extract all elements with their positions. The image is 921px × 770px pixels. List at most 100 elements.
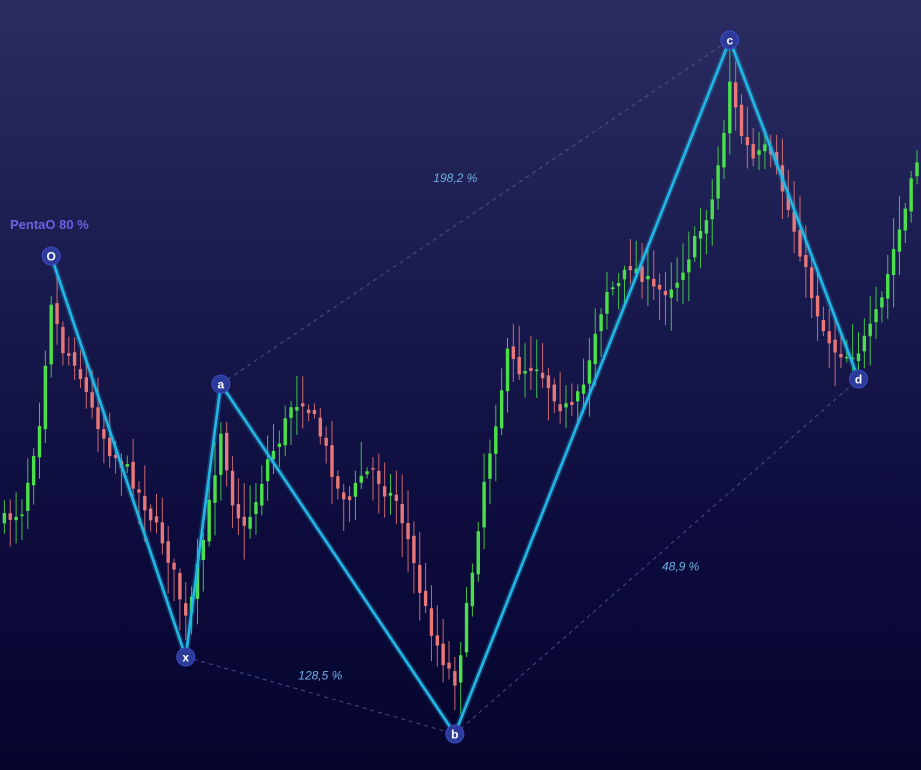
candle bbox=[67, 336, 71, 366]
candle-body bbox=[148, 508, 153, 521]
candle-body bbox=[388, 492, 393, 496]
pattern-line-glow bbox=[48, 37, 862, 737]
candle-body bbox=[499, 390, 504, 429]
candle-body bbox=[862, 335, 867, 352]
candle bbox=[728, 49, 732, 155]
candle bbox=[558, 371, 562, 424]
candle-body bbox=[143, 495, 147, 511]
candle bbox=[652, 250, 656, 301]
candle bbox=[622, 265, 627, 309]
pattern-point-x[interactable]: x bbox=[176, 647, 196, 667]
candle bbox=[184, 582, 188, 641]
candle bbox=[821, 306, 826, 336]
candle bbox=[529, 336, 533, 390]
pattern-points[interactable]: Ox a b c d bbox=[41, 30, 868, 744]
candle-body bbox=[891, 249, 896, 276]
candle-body bbox=[382, 486, 387, 497]
candle-body bbox=[698, 231, 703, 239]
pattern-point-o[interactable]: O bbox=[41, 246, 61, 266]
candle bbox=[230, 456, 235, 529]
candle-body bbox=[605, 292, 609, 314]
candle bbox=[131, 438, 135, 497]
candle-body bbox=[739, 104, 744, 136]
candle-body bbox=[195, 563, 200, 599]
guide-lines bbox=[185, 39, 859, 735]
candle bbox=[377, 453, 381, 514]
candle bbox=[160, 497, 165, 555]
candle bbox=[839, 332, 843, 368]
candle-body bbox=[763, 144, 767, 152]
candle bbox=[406, 490, 410, 573]
candle-body bbox=[897, 229, 902, 252]
candle-body bbox=[236, 504, 241, 519]
candle bbox=[909, 171, 913, 223]
candle-body bbox=[201, 539, 205, 560]
candle-body bbox=[804, 255, 808, 267]
point-marker[interactable] bbox=[211, 374, 231, 394]
candle-body bbox=[166, 541, 170, 563]
candle bbox=[254, 483, 258, 535]
point-marker[interactable] bbox=[176, 647, 196, 667]
candle-body bbox=[845, 356, 849, 359]
candle bbox=[722, 119, 726, 180]
candle bbox=[587, 337, 592, 417]
candle-body bbox=[599, 314, 603, 332]
candle-body bbox=[874, 309, 878, 323]
candle-body bbox=[535, 369, 539, 372]
candle-body bbox=[342, 492, 346, 500]
candle bbox=[213, 441, 217, 536]
point-marker[interactable] bbox=[445, 724, 465, 744]
candle bbox=[418, 532, 422, 621]
candle-body bbox=[61, 327, 65, 354]
candle bbox=[704, 209, 709, 255]
candle-body bbox=[26, 482, 30, 511]
candle-body bbox=[646, 275, 650, 280]
candle-body bbox=[628, 266, 633, 271]
ratio-label: 48,9 % bbox=[662, 560, 700, 574]
candle-body bbox=[909, 178, 913, 212]
candle bbox=[833, 314, 837, 386]
candle bbox=[546, 367, 551, 421]
pattern-point-d[interactable]: d bbox=[849, 369, 868, 389]
pattern-point-b[interactable]: b bbox=[445, 724, 465, 744]
candle bbox=[915, 150, 919, 185]
candle bbox=[488, 439, 492, 505]
candle bbox=[277, 430, 282, 468]
candle bbox=[669, 262, 673, 331]
candle-body bbox=[312, 410, 317, 415]
pattern-point-c[interactable]: c bbox=[720, 30, 740, 50]
candle bbox=[43, 350, 48, 444]
point-marker[interactable] bbox=[849, 369, 868, 389]
candle bbox=[459, 642, 463, 715]
candle-body bbox=[576, 391, 580, 402]
candle-body bbox=[412, 535, 416, 564]
point-marker[interactable] bbox=[41, 246, 61, 266]
candle-body bbox=[886, 274, 890, 299]
candle bbox=[815, 267, 820, 341]
candle-body bbox=[277, 443, 282, 448]
point-label: b bbox=[451, 728, 458, 742]
candle-body bbox=[324, 437, 328, 446]
candle-body bbox=[429, 608, 434, 636]
candle-body bbox=[102, 429, 106, 439]
candle-body bbox=[675, 282, 679, 288]
candle bbox=[687, 231, 691, 302]
candle-body bbox=[318, 417, 322, 437]
candle bbox=[72, 337, 77, 381]
pattern-point-a[interactable]: a bbox=[211, 374, 231, 394]
candle bbox=[739, 94, 744, 144]
candle bbox=[143, 465, 147, 542]
point-marker[interactable] bbox=[720, 30, 740, 50]
candle-body bbox=[494, 426, 498, 454]
candle bbox=[219, 422, 223, 501]
candle bbox=[453, 656, 457, 711]
candle-body bbox=[336, 476, 340, 489]
candle bbox=[663, 271, 668, 326]
candle bbox=[464, 587, 469, 657]
candle-body bbox=[529, 367, 533, 371]
candle-body bbox=[8, 513, 12, 520]
candle-body bbox=[757, 150, 761, 155]
point-label: x bbox=[182, 651, 189, 665]
guide-line-x-b bbox=[185, 656, 455, 735]
